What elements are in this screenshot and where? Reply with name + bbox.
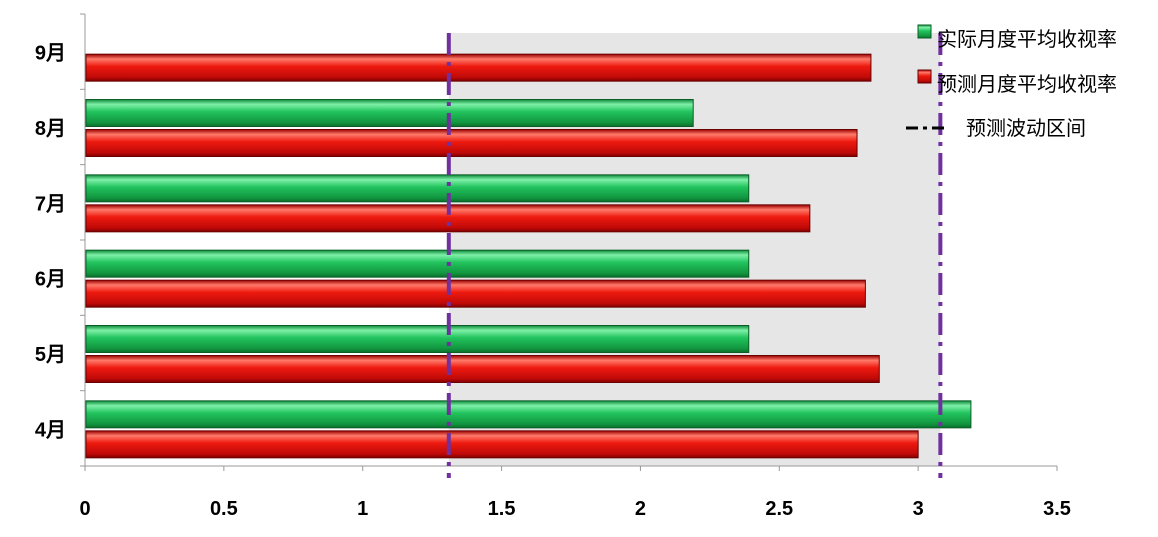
legend-forecast: 预测月度平均收视率 [917,69,1117,96]
legend-swatch [917,24,932,39]
x-tick-label: 0.5 [210,498,238,520]
bar-actual [85,99,694,127]
x-tick-label: 2.5 [765,498,793,520]
y-tick-label: 8月 [35,118,66,140]
legend-band: 预测波动区间 [906,117,1086,140]
bar-actual [85,325,750,353]
x-tick-label: 0 [79,498,90,520]
legend-actual: 实际月度平均收视率 [917,24,1117,51]
bar-forecast [85,355,880,383]
x-tick-label: 1 [357,498,368,520]
bar-actual [85,174,750,203]
y-tick-label: 6月 [35,269,66,291]
y-tick-label: 4月 [35,419,66,441]
bar-forecast [85,430,919,459]
legend-swatch [917,69,932,84]
y-tick-label: 9月 [35,43,66,65]
bar-forecast [85,53,872,82]
bar-actual [85,249,750,278]
bar-forecast [85,279,866,308]
y-tick-label: 5月 [35,344,66,366]
bar-forecast [85,129,858,157]
x-tick-label: 1.5 [488,498,516,520]
legend-label: 预测波动区间 [966,117,1086,140]
legend-label: 实际月度平均收视率 [937,28,1117,51]
x-tick-label: 3.5 [1043,498,1071,520]
y-tick-label: 7月 [35,193,66,215]
x-tick-label: 2 [635,498,646,520]
x-tick-label: 3 [913,498,924,520]
bar-actual [85,400,972,429]
legend-label: 预测月度平均收视率 [937,73,1117,96]
